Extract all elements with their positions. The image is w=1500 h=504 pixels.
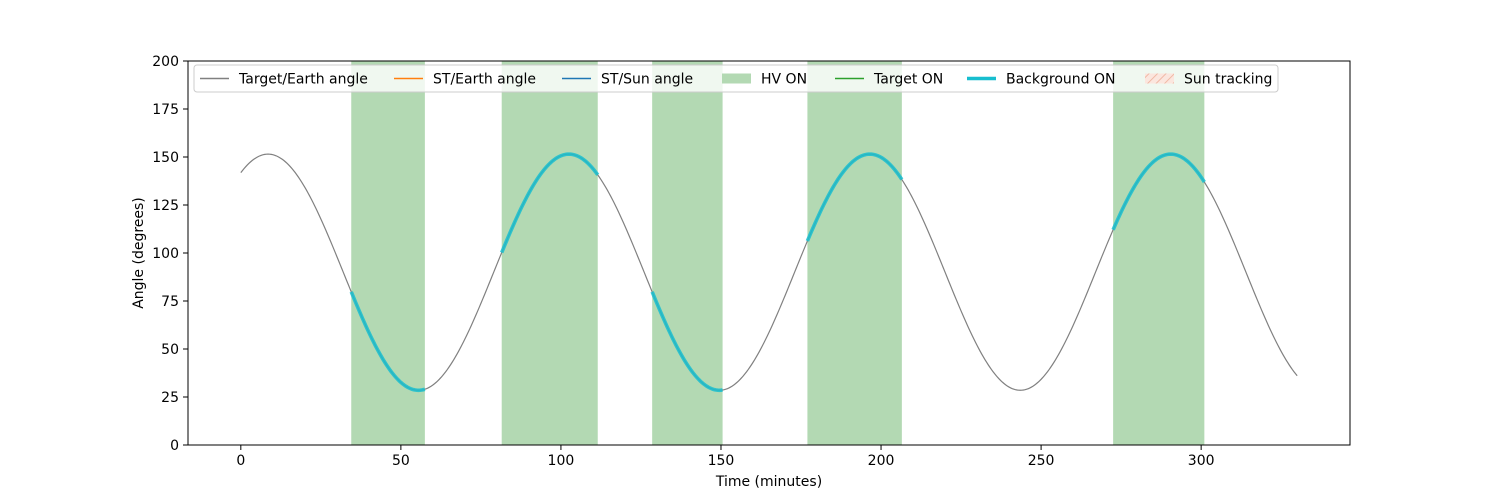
background-on-segment-2	[500, 152, 600, 254]
legend-label: HV ON	[761, 72, 807, 88]
legend-item: Sun tracking	[1145, 72, 1272, 88]
y-tick-label: 100	[152, 246, 179, 262]
y-tick-label: 175	[152, 102, 179, 118]
y-tick-label: 200	[152, 54, 179, 70]
y-tick-label: 50	[161, 342, 179, 358]
x-tick-label: 0	[236, 453, 245, 469]
legend-label: ST/Earth angle	[433, 72, 536, 88]
legend-label: Target/Earth angle	[238, 72, 368, 88]
background-on-segment-5	[1111, 152, 1206, 231]
hv-on-band-4	[807, 61, 902, 445]
legend-label: ST/Sun angle	[601, 72, 693, 88]
hv-on-band-5	[1113, 61, 1205, 445]
legend-item: Target ON	[835, 72, 943, 88]
legend-item: Background ON	[967, 72, 1115, 88]
x-tick-label: 200	[868, 453, 895, 469]
legend-item: ST/Sun angle	[562, 72, 693, 88]
background-on-segment-3	[650, 291, 723, 393]
legend-item: ST/Earth angle	[394, 72, 536, 88]
x-tick-label: 150	[708, 453, 735, 469]
hv-on-bands	[351, 61, 1205, 445]
background-on-segments	[349, 152, 1206, 393]
hv-on-band-3	[652, 61, 723, 445]
x-tick-label: 50	[392, 453, 410, 469]
y-tick-label: 75	[161, 294, 179, 310]
y-tick-label: 25	[161, 390, 179, 406]
legend-label: Background ON	[1006, 72, 1115, 88]
y-tick-label: 0	[170, 438, 179, 454]
background-on-segment-1	[349, 291, 426, 393]
y-axis-label: Angle (degrees)	[131, 197, 147, 309]
x-tick-label: 100	[548, 453, 575, 469]
legend-label: Target ON	[873, 72, 943, 88]
legend-label: Sun tracking	[1184, 72, 1272, 88]
x-tick-label: 300	[1188, 453, 1215, 469]
y-tick-label: 150	[152, 150, 179, 166]
y-tick-label: 125	[152, 198, 179, 214]
background-on-segment-4	[805, 152, 904, 242]
legend-handle	[722, 73, 751, 84]
y-axis-ticks: 0 25 50 75 100 125 150 175 200	[152, 54, 188, 454]
x-axis-ticks: 0 50 100 150 200 250 300	[236, 445, 1215, 469]
x-tick-label: 250	[1028, 453, 1055, 469]
legend-item: HV ON	[722, 72, 807, 88]
hv-on-band-2	[501, 61, 598, 445]
x-axis-label: Time (minutes)	[715, 474, 822, 490]
legend-handle	[1145, 73, 1174, 84]
hv-on-band-1	[351, 61, 425, 445]
legend: Target/Earth angle ST/Earth angle ST/Sun a…	[193, 64, 1279, 93]
legend-item: Target/Earth angle	[200, 72, 368, 88]
